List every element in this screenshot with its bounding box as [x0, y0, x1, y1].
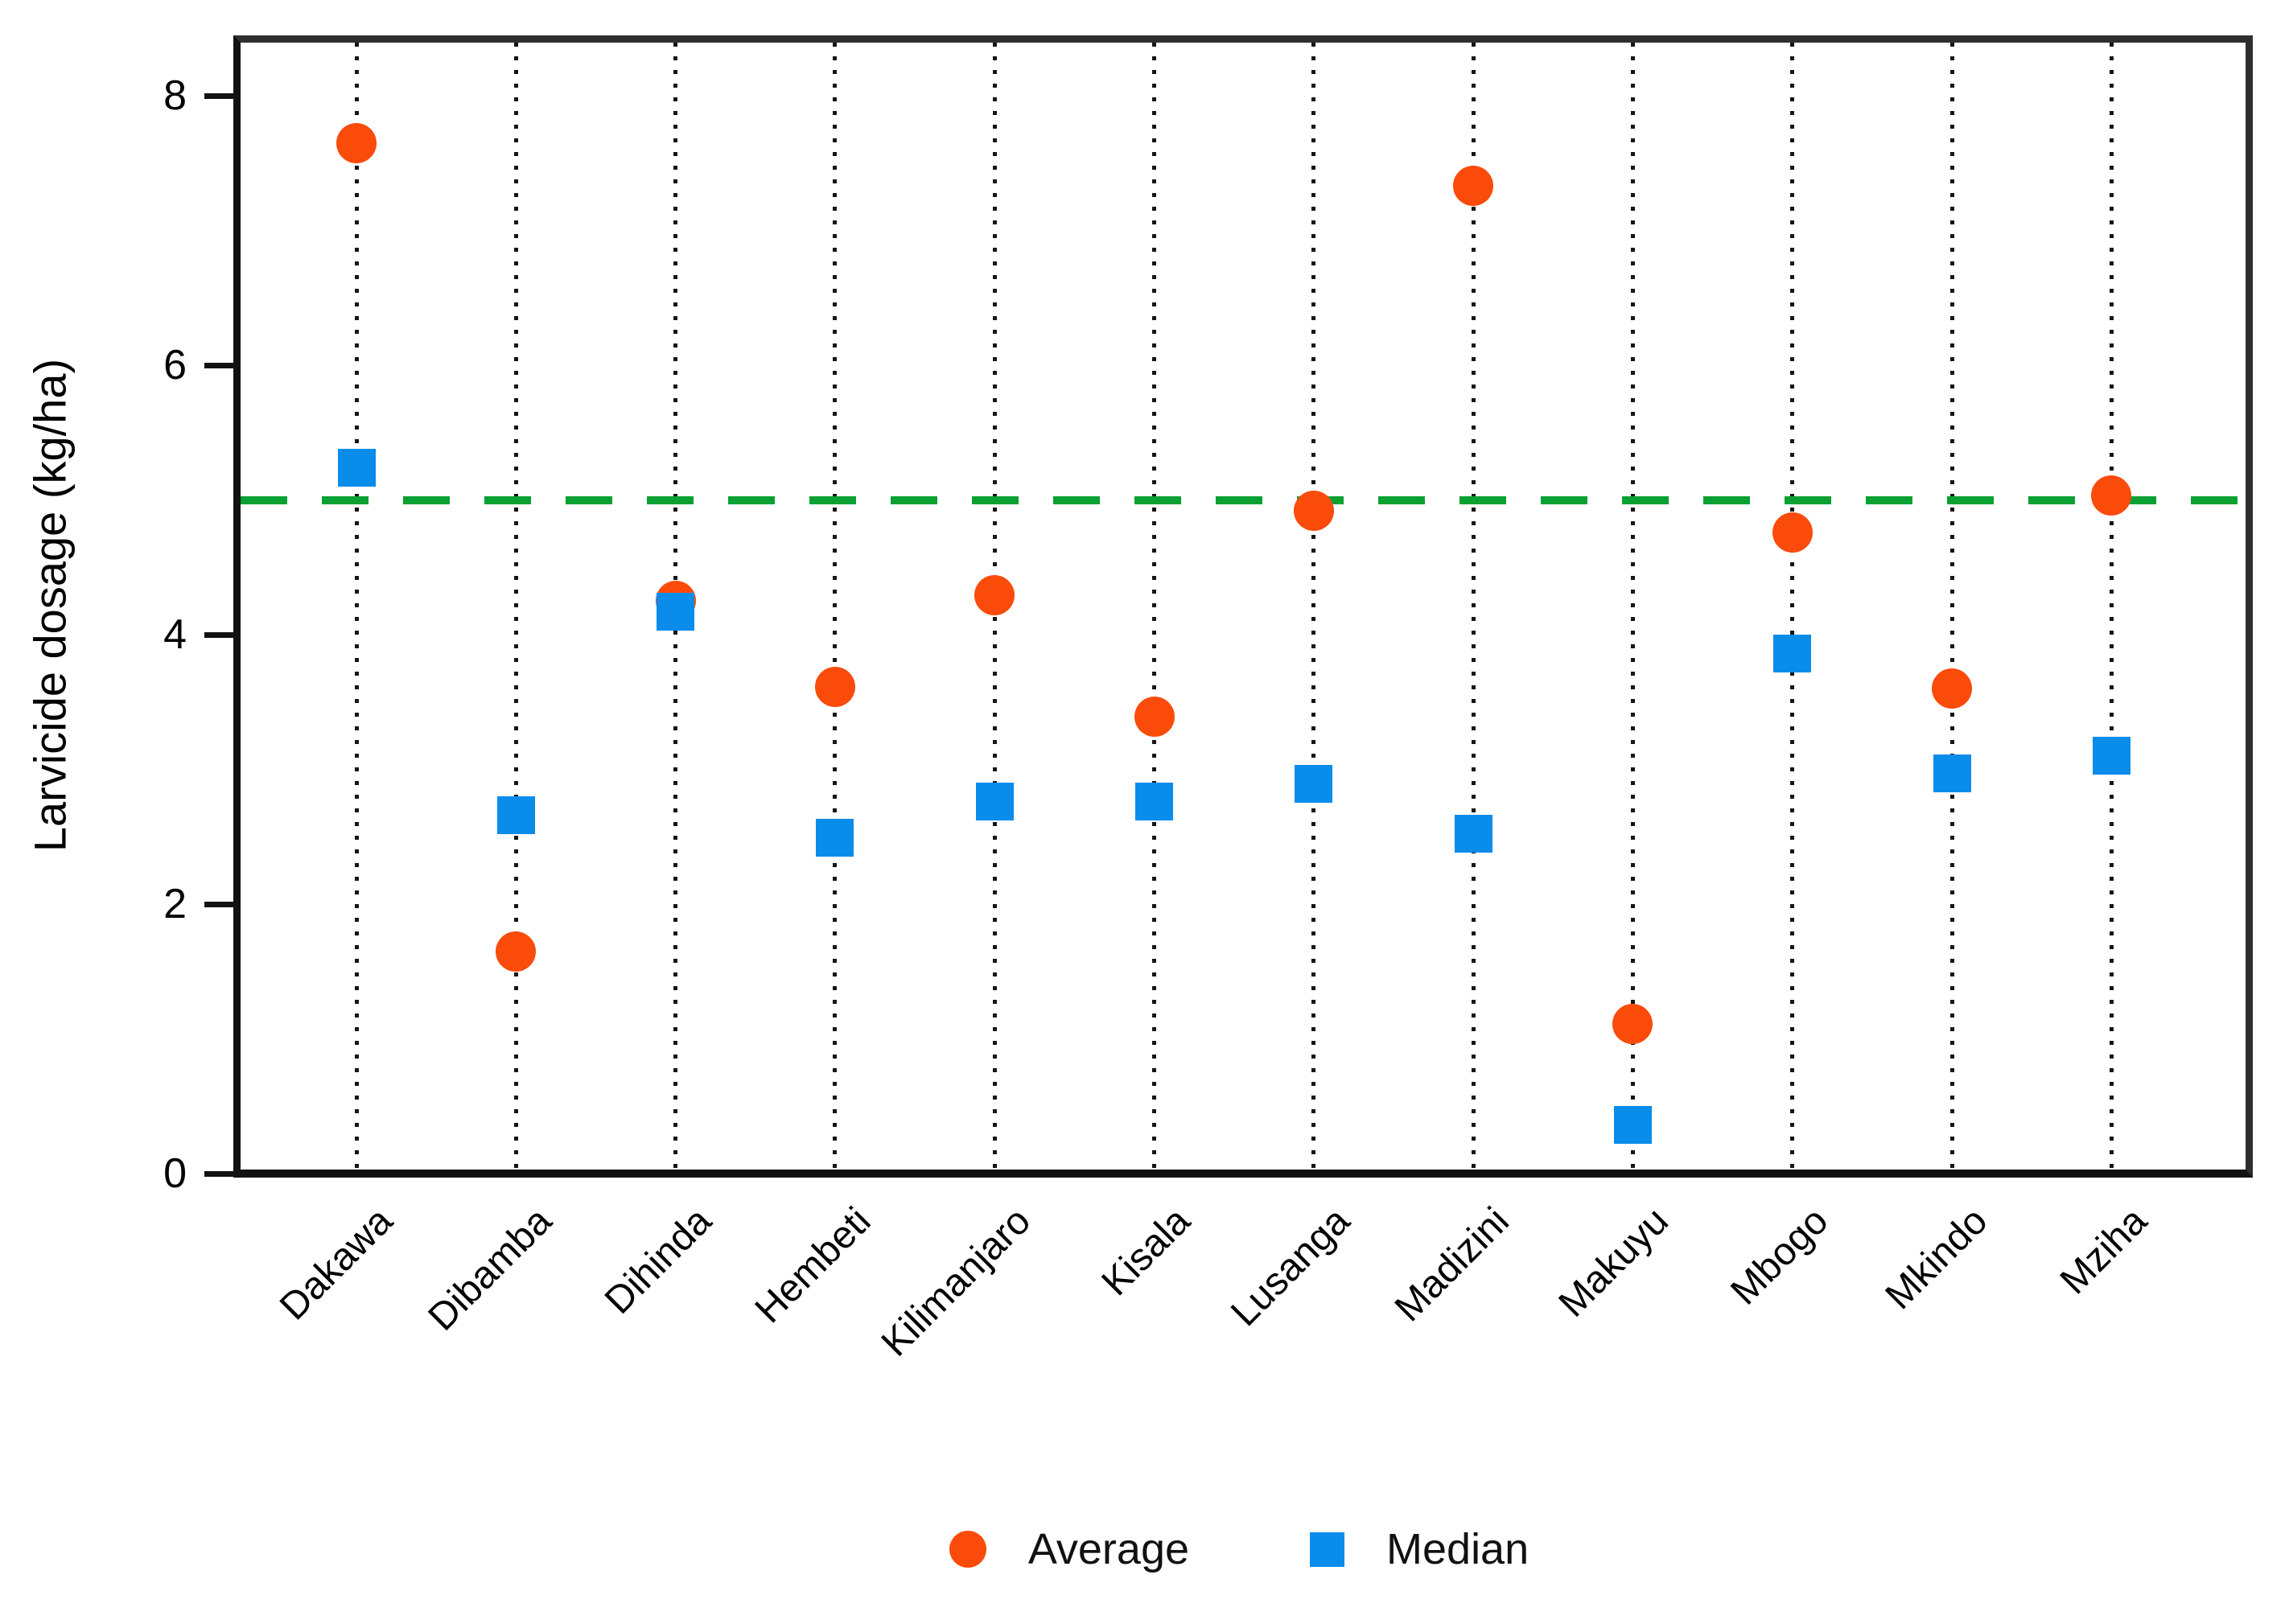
data-point-median-lusanga: [1295, 765, 1333, 804]
legend-label-median: Median: [1386, 1525, 1529, 1573]
data-point-median-mkindo: [1933, 754, 1971, 793]
y-tick-label-2: 2: [163, 881, 187, 927]
chart-legend: Average Median: [225, 1524, 2253, 1574]
data-point-average-kilimanjaro: [974, 575, 1015, 616]
data-point-average-lusanga: [1293, 490, 1334, 531]
data-point-median-kilimanjaro: [975, 783, 1014, 821]
data-point-average-madizini: [1453, 166, 1494, 207]
x-tick-label-makuyu: Makuyu: [1550, 1199, 1678, 1326]
x-tick-label-lusanga: Lusanga: [1222, 1199, 1358, 1334]
y-axis-title: Larvicide dosage (kg/ha): [24, 358, 76, 853]
gridline-kisala: [1152, 43, 1156, 1170]
legend-item-average: Average: [949, 1524, 1189, 1574]
y-tick-label-6: 6: [163, 342, 187, 389]
data-point-median-makuyu: [1613, 1106, 1652, 1145]
data-point-average-mbogo: [1772, 512, 1813, 553]
x-tick-label-mziha: Mziha: [2052, 1199, 2156, 1303]
x-tick-label-hembeti: Hembeti: [747, 1199, 879, 1332]
data-point-median-dihinda: [657, 593, 695, 631]
data-point-median-dibamba: [496, 796, 535, 834]
data-point-median-madizini: [1454, 815, 1492, 853]
gridline-mziha: [2109, 43, 2114, 1170]
gridline-madizini: [1471, 43, 1476, 1170]
average-circle-icon: [949, 1531, 986, 1568]
y-tick-mark-4: [204, 631, 233, 638]
x-tick-label-dibamba: Dibamba: [420, 1199, 561, 1339]
y-tick-label-0: 0: [163, 1150, 187, 1197]
gridline-mkindo: [1949, 43, 1954, 1170]
data-point-average-makuyu: [1612, 1004, 1653, 1045]
gridline-lusanga: [1311, 43, 1316, 1170]
plot-area: [233, 35, 2253, 1178]
gridline-mbogo: [1790, 43, 1795, 1170]
x-tick-label-kisala: Kisala: [1093, 1199, 1199, 1305]
x-tick-label-mbogo: Mbogo: [1723, 1199, 1837, 1314]
data-point-median-mbogo: [1773, 634, 1812, 672]
gridline-hembeti: [833, 43, 838, 1170]
x-tick-label-dakawa: Dakawa: [271, 1199, 401, 1329]
gridline-dakawa: [354, 43, 359, 1170]
plot-canvas: [241, 43, 2246, 1170]
gridline-makuyu: [1630, 43, 1635, 1170]
data-point-median-kisala: [1135, 783, 1173, 821]
x-tick-label-madizini: Madizini: [1386, 1199, 1517, 1330]
legend-item-median: Median: [1310, 1524, 1529, 1574]
data-point-average-hembeti: [814, 667, 855, 708]
x-tick-label-dihinda: Dihinda: [596, 1199, 720, 1322]
data-point-median-dakawa: [337, 448, 376, 487]
data-point-average-dibamba: [496, 931, 537, 972]
y-tick-mark-8: [204, 93, 233, 99]
y-tick-label-8: 8: [163, 72, 187, 119]
y-tick-mark-6: [204, 362, 233, 368]
data-point-average-dakawa: [336, 122, 377, 163]
data-point-median-mziha: [2092, 737, 2130, 775]
data-point-average-kisala: [1134, 697, 1175, 738]
gridline-dibamba: [513, 43, 518, 1170]
y-tick-mark-0: [204, 1170, 233, 1177]
x-tick-label-kilimanjaro: Kilimanjaro: [873, 1199, 1039, 1365]
median-square-icon: [1310, 1531, 1345, 1567]
y-tick-label-4: 4: [163, 611, 187, 658]
x-tick-label-mkindo: Mkindo: [1877, 1199, 1996, 1318]
legend-label-average: Average: [1027, 1525, 1190, 1573]
data-point-median-hembeti: [816, 819, 854, 857]
reference-line-5kg: [241, 495, 2246, 504]
data-point-average-mkindo: [1932, 668, 1972, 709]
y-tick-mark-2: [204, 901, 233, 907]
data-point-average-mziha: [2091, 475, 2132, 516]
